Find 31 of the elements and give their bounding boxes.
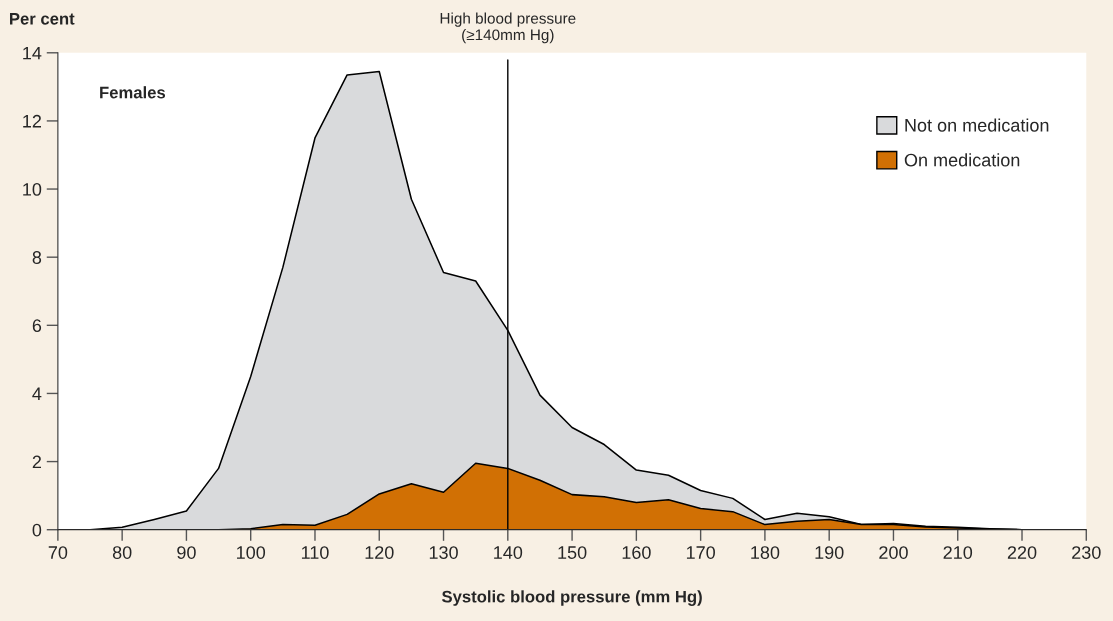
y-tick-label: 12	[23, 114, 41, 128]
x-tick-label: 230	[1072, 546, 1101, 559]
x-tick-label: 110	[301, 546, 329, 559]
y-tick-label: 4	[32, 387, 42, 400]
x-tick-label: 90	[177, 546, 196, 559]
x-axis-title: Systolic blood pressure (mm Hg)	[441, 590, 702, 606]
annotation: Females	[100, 86, 166, 99]
x-tick-label: 100	[237, 546, 266, 559]
y-tick-label: 8	[32, 251, 42, 264]
y-axis-title: Per cent	[10, 13, 75, 25]
y-tick-label: 2	[32, 455, 41, 469]
y-tick-label: 6	[32, 319, 42, 333]
x-tick-label: 200	[879, 546, 908, 559]
x-tick-label: 80	[112, 546, 132, 559]
legend-label: Not on medication	[905, 118, 1049, 132]
x-tick-label: 210	[943, 546, 973, 559]
x-tick-label: 180	[751, 546, 780, 559]
x-tick-label: 130	[429, 546, 458, 559]
x-tick-label: 190	[815, 546, 844, 559]
x-tick-label: 70	[48, 546, 68, 559]
x-tick-label: 170	[686, 546, 715, 559]
ref-line-label: High blood pressure (≥140mm Hg)	[440, 12, 576, 44]
y-tick-label: 0	[32, 523, 42, 537]
y-tick-label: 14	[23, 46, 42, 60]
x-tick-label: 150	[558, 546, 587, 559]
legend-label: On medication	[904, 153, 1020, 167]
x-tick-label: 120	[365, 546, 394, 559]
x-tick-label: 140	[494, 546, 523, 559]
x-tick-label: 220	[1007, 546, 1037, 559]
y-tick-label: 10	[23, 182, 42, 196]
x-tick-label: 160	[622, 546, 651, 559]
